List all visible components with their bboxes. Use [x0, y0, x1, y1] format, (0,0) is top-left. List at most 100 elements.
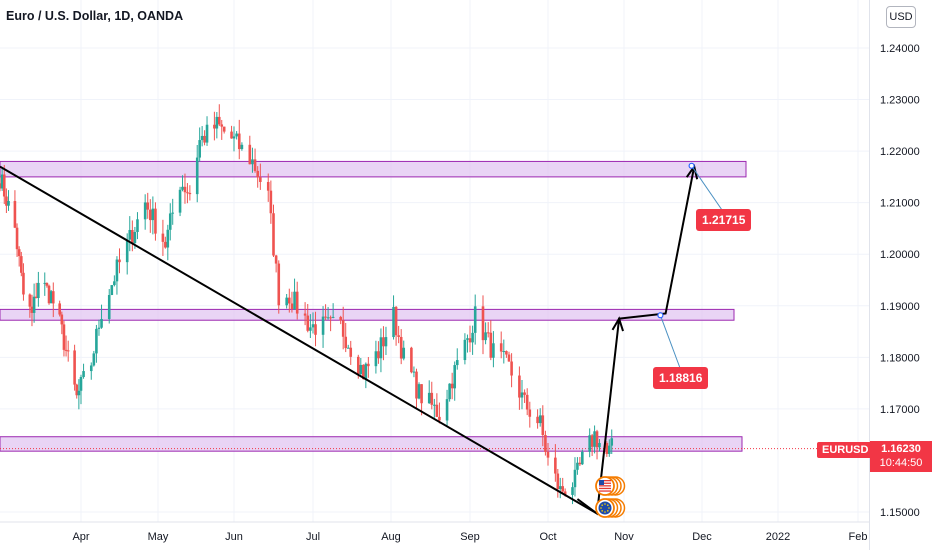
currency-button[interactable]: USD: [886, 6, 916, 28]
candle-body: [544, 435, 547, 452]
candle-body: [45, 282, 49, 286]
candle-body: [311, 324, 315, 328]
candle-body: [489, 332, 493, 358]
candle-body: [15, 227, 19, 250]
candle-body: [183, 186, 187, 193]
candle-body: [486, 332, 490, 334]
candle-body: [314, 324, 317, 335]
candle-body: [95, 328, 98, 354]
candle-body: [28, 294, 32, 307]
candle-body: [362, 364, 365, 380]
candle-body: [346, 347, 350, 349]
candle-body: [251, 159, 254, 165]
candle-body: [433, 404, 436, 406]
y-tick-label: 1.17000: [880, 404, 920, 416]
candle-body: [382, 337, 385, 347]
candle-body: [571, 487, 574, 495]
y-tick-label: 1.20000: [880, 249, 920, 261]
candle-body: [588, 435, 591, 452]
candle-body: [499, 343, 503, 352]
candle-body: [272, 213, 275, 256]
candle-body: [445, 399, 449, 421]
x-tick-label: Apr: [72, 531, 89, 543]
candle-body: [89, 365, 93, 372]
candle-body: [593, 431, 596, 447]
candle-body: [79, 376, 83, 391]
candle-body: [222, 126, 226, 132]
candle-body: [563, 491, 567, 495]
candle-body: [186, 192, 189, 194]
last-price-value: 1.16230: [881, 443, 921, 455]
candle-body: [607, 445, 611, 454]
candle-body: [538, 415, 542, 424]
candle-body: [453, 365, 457, 389]
candle-body: [285, 297, 288, 306]
candle-body: [554, 457, 557, 474]
candle-body: [5, 196, 8, 206]
candle-body: [143, 202, 147, 220]
candle-body: [463, 339, 467, 361]
candle-body: [235, 133, 238, 137]
last-price-tag: 1.16230 10:44:50: [870, 441, 932, 472]
y-tick-label: 1.19000: [880, 301, 920, 313]
candle-body: [171, 212, 175, 214]
candle-body: [125, 239, 129, 263]
candle-body: [392, 306, 395, 338]
candle-body: [115, 259, 119, 282]
candle-body: [110, 285, 114, 296]
descending-trendline: [0, 165, 598, 515]
candle-body: [377, 351, 380, 359]
candle-body: [220, 124, 224, 127]
arrow-head: [611, 316, 624, 332]
candle-body: [473, 306, 477, 333]
candle-body: [269, 190, 273, 214]
candle-body: [502, 351, 506, 353]
candle-body: [288, 297, 291, 304]
candle-body: [107, 295, 111, 319]
candle-body: [64, 349, 68, 351]
candle-body: [520, 392, 524, 398]
candle-body: [237, 133, 241, 150]
candle-body: [49, 291, 53, 304]
candle-body: [256, 170, 259, 178]
candle-body: [17, 249, 21, 257]
candle-body: [113, 281, 116, 286]
candle-body: [510, 361, 513, 376]
candle-body: [203, 135, 206, 143]
candle-body: [430, 392, 434, 405]
candle-body: [518, 375, 521, 398]
candle-body: [230, 131, 233, 139]
chart-title: Euro / U.S. Dollar, 1D, OANDA: [6, 9, 184, 23]
y-tick-label: 1.23000: [880, 95, 920, 107]
candle-body: [384, 337, 388, 347]
candle-body: [331, 316, 335, 318]
candle-body: [359, 364, 363, 375]
candle-body: [277, 263, 281, 306]
candle-body: [136, 219, 139, 232]
symbol-tag: EURUSD: [817, 442, 874, 458]
candle-body: [240, 144, 244, 150]
candle-body: [399, 336, 403, 359]
candle-body: [217, 116, 221, 125]
candle-body: [561, 486, 565, 492]
candle-body: [397, 335, 400, 337]
callout-lower-anchor: [657, 312, 664, 319]
x-tick-label: Nov: [614, 531, 634, 543]
candle-body: [364, 363, 368, 380]
candle-body: [536, 416, 539, 424]
candle-body: [151, 208, 155, 221]
candle-body: [168, 213, 172, 230]
x-tick-label: Jun: [225, 531, 243, 543]
eu-flag-event-icon[interactable]: [595, 498, 626, 518]
candle-body: [118, 259, 121, 263]
callout-upper-connector: [691, 165, 723, 211]
candle-body: [356, 356, 360, 375]
candle-body: [576, 462, 579, 470]
callout-lower-target: 1.18816: [653, 367, 709, 389]
us-flag-event-icon[interactable]: [595, 476, 626, 496]
candle-body: [595, 431, 599, 448]
candle-body: [2, 174, 6, 197]
candle-body: [274, 255, 278, 264]
candle-body: [324, 316, 327, 318]
